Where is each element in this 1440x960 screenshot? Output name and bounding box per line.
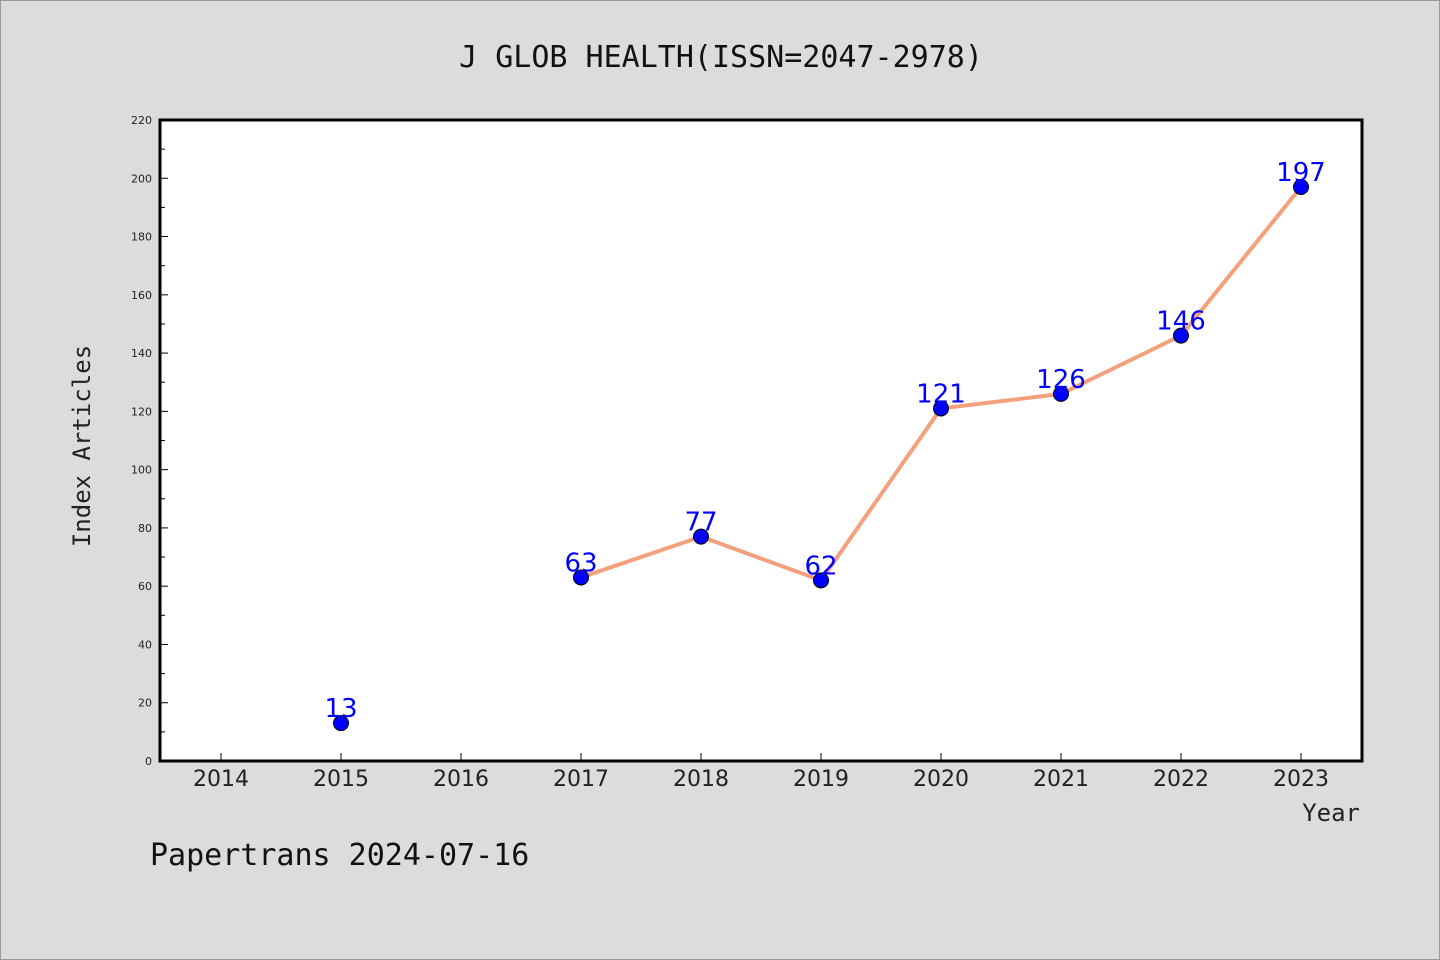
x-tick-label: 2020 (913, 767, 969, 792)
x-tick-label: 2021 (1033, 767, 1089, 792)
footer-watermark: Papertrans 2024-07-16 (150, 838, 529, 873)
data-label: 126 (1036, 365, 1086, 395)
y-tick-label: 140 (131, 347, 152, 360)
x-tick-label: 2015 (313, 767, 369, 792)
data-label: 77 (684, 508, 717, 538)
data-label: 62 (804, 551, 837, 581)
chart-title: J GLOB HEALTH(ISSN=2047-2978) (459, 40, 983, 75)
x-tick-label: 2014 (193, 767, 249, 792)
x-tick-label: 2016 (433, 767, 489, 792)
data-label: 146 (1156, 307, 1206, 337)
x-tick-label: 2022 (1153, 767, 1209, 792)
data-label: 13 (324, 694, 357, 724)
y-tick-label: 160 (131, 289, 152, 302)
x-axis: 2014 2015 2016 2017 2018 2019 2020 2021 2022 2023 (193, 753, 1329, 792)
data-point-marker (693, 528, 709, 545)
data-label: 197 (1276, 158, 1326, 188)
data-point-marker (333, 715, 349, 732)
data-point-marker (1053, 385, 1069, 402)
data-point-marker (933, 400, 949, 417)
x-tick-label: 2023 (1273, 767, 1329, 792)
data-point-marker (1173, 327, 1189, 344)
y-tick-label: 0 (145, 755, 152, 768)
y-axis-label: Index Articles (68, 345, 96, 547)
data-label: 63 (564, 548, 597, 578)
y-axis: 0 20 40 60 80 100 120 140 160 180 200 220 (131, 114, 168, 768)
data-point-marker (1293, 179, 1309, 196)
y-tick-label: 200 (131, 172, 152, 185)
x-tick-label: 2017 (553, 767, 609, 792)
y-tick-label: 80 (138, 522, 152, 535)
data-label: 121 (916, 379, 966, 409)
y-tick-label: 40 (138, 638, 152, 651)
y-tick-label: 20 (138, 697, 152, 710)
data-labels: 13 63 77 62 121 126 146 197 (324, 158, 1325, 724)
x-tick-label: 2018 (673, 767, 729, 792)
y-tick-label: 120 (131, 405, 152, 418)
data-point-marker (573, 569, 589, 586)
y-tick-label: 100 (131, 464, 152, 477)
plot-area (158, 118, 1364, 763)
x-axis-label: Year (1302, 799, 1360, 827)
y-tick-label: 220 (131, 114, 152, 127)
data-point-marker (813, 572, 829, 589)
series-markers (333, 179, 1309, 732)
x-tick-label: 2019 (793, 767, 849, 792)
y-tick-label: 60 (138, 580, 152, 593)
y-tick-label: 180 (131, 231, 152, 244)
